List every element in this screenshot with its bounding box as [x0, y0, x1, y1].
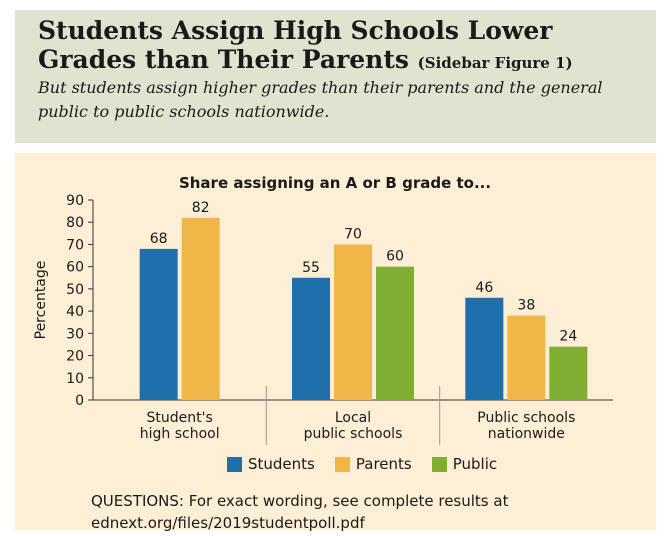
- y-tick-label: 50: [66, 282, 84, 298]
- legend-swatch: [334, 456, 350, 472]
- data-label: 60: [386, 249, 404, 265]
- figure-subtitle: But students assign higher grades than t…: [38, 78, 603, 121]
- data-label: 38: [517, 298, 535, 314]
- bar-parents: [181, 217, 220, 400]
- bar-chart: Share assigning an A or B grade to... Per…: [33, 174, 613, 445]
- legend-swatch: [431, 456, 447, 472]
- bar-students: [292, 277, 330, 400]
- y-tick-label: 80: [66, 215, 84, 231]
- figure-title: Students Assign High Schools Lower Grade…: [38, 16, 638, 78]
- questions-note: QUESTIONS: For exact wording, see comple…: [91, 492, 509, 532]
- x-tick-label: high school: [140, 426, 220, 442]
- bar-students: [139, 248, 178, 400]
- figure-header: Students Assign High Schools Lower Grade…: [15, 10, 656, 143]
- title-main: Students Assign High Schools Lower Grade…: [38, 16, 553, 74]
- bar-students: [465, 297, 504, 400]
- x-tick-label: nationwide: [488, 426, 565, 442]
- y-tick-label: 70: [66, 237, 84, 253]
- y-tick-label: 30: [66, 326, 84, 342]
- data-label: 70: [344, 226, 362, 242]
- x-tick-label: Public schools: [477, 410, 575, 426]
- y-tick-label: 40: [66, 304, 84, 320]
- y-tick-label: 90: [66, 193, 84, 209]
- title-note: (Sidebar Figure 1): [417, 54, 573, 72]
- chart-panel: Share assigning an A or B grade to... Per…: [15, 153, 656, 532]
- data-label: 24: [559, 329, 577, 345]
- data-label: 55: [302, 260, 320, 276]
- y-tick-label: 60: [66, 260, 84, 276]
- data-label: 46: [475, 280, 493, 296]
- legend-item-students: Students: [227, 455, 315, 473]
- chart-legend: Students Parents Public: [227, 455, 497, 473]
- chart-title: Share assigning an A or B grade to...: [179, 174, 491, 192]
- bar-public: [376, 266, 414, 400]
- legend-label: Students: [248, 455, 315, 473]
- x-tick-label: Student's: [147, 410, 213, 426]
- legend-item-public: Public: [431, 455, 498, 473]
- y-tick-label: 0: [75, 393, 84, 409]
- figure: Students Assign High Schools Lower Grade…: [15, 10, 656, 532]
- y-tick-label: 20: [66, 349, 84, 365]
- bar-parents: [334, 244, 372, 400]
- y-axis-label: Percentage: [33, 261, 49, 340]
- legend-label: Parents: [355, 455, 412, 473]
- x-tick-label: Local: [335, 410, 371, 426]
- y-tick-label: 10: [66, 371, 84, 387]
- legend-label: Public: [452, 455, 498, 473]
- legend-item-parents: Parents: [334, 455, 412, 473]
- bar-parents: [507, 315, 546, 400]
- bar-public: [549, 346, 588, 400]
- data-label: 82: [192, 200, 210, 216]
- data-label: 68: [150, 231, 168, 247]
- x-tick-label: public schools: [304, 426, 403, 442]
- legend-swatch: [227, 456, 242, 472]
